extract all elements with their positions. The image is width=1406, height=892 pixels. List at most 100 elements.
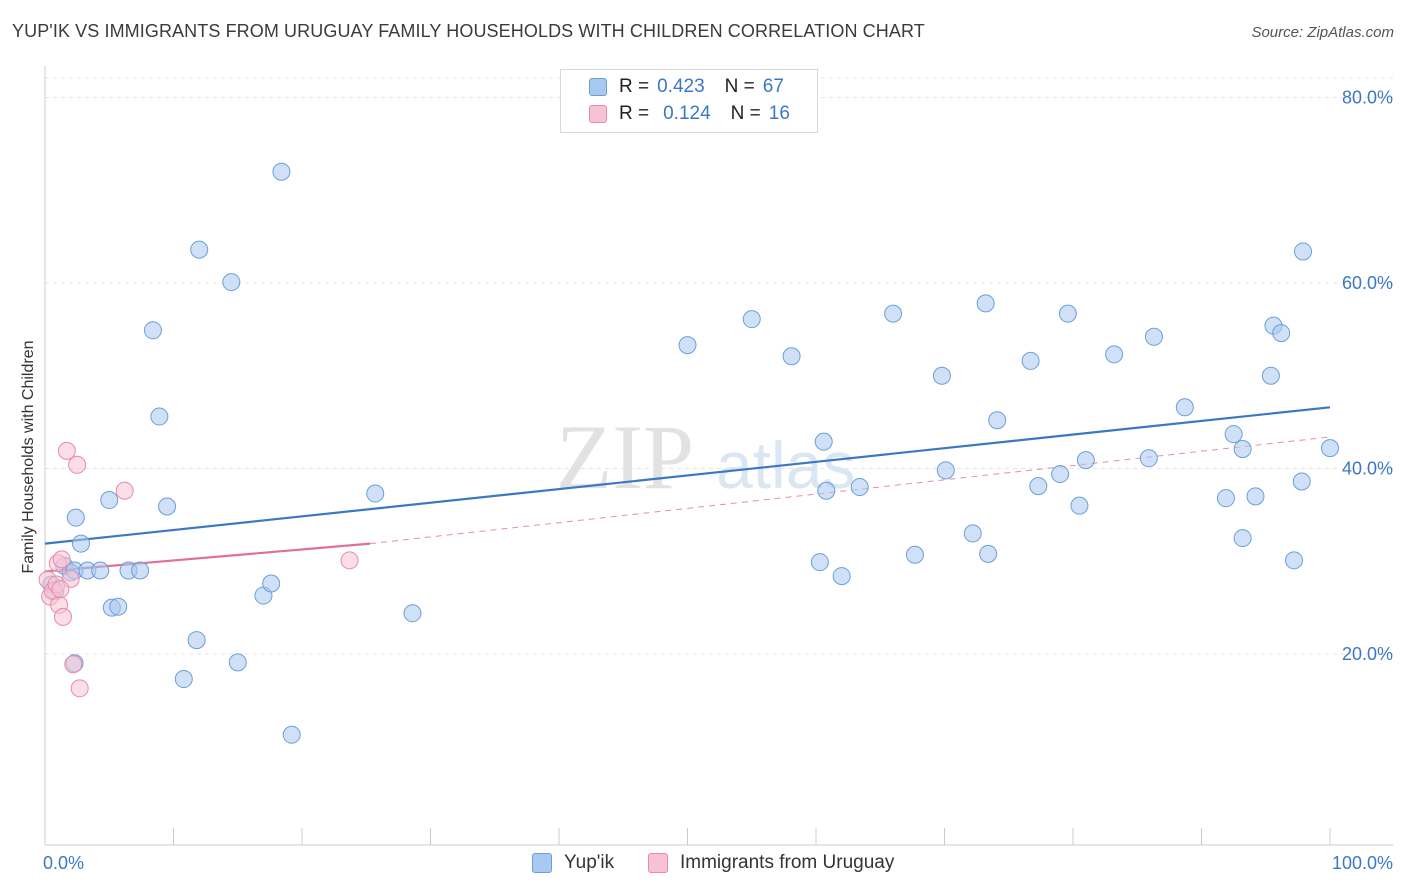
gridlines [45,77,1393,655]
uruguay-legend-swatch [648,853,668,873]
yupik-point [1294,242,1313,261]
uruguay-point [51,580,70,599]
yupik-point [131,561,150,580]
yupik-point [272,162,291,181]
yupik-point [187,631,206,650]
yupik-point [1076,451,1095,470]
uruguay-point [52,550,71,569]
axes [44,66,1393,846]
legend-label: Immigrants from Uruguay [680,852,895,873]
yupik-legend-swatch [532,853,552,873]
yupik-point [884,304,903,323]
yupik-point [1051,465,1070,484]
yupik-point [1261,366,1280,385]
yupik-point [71,534,90,553]
n-value: 16 [768,103,790,124]
yupik-point [91,561,110,580]
uruguay-swatch [589,105,607,123]
legend-label: Yup'ik [564,852,615,873]
yupik-point [143,321,162,340]
yupik-point [1321,439,1339,458]
yupik-point [1216,489,1235,508]
y-tick-label: 40.0% [1342,459,1393,479]
yupik-point [742,310,761,329]
yupik-point [1285,551,1304,570]
y-tick-label: 20.0% [1342,644,1393,664]
yupik-point [782,347,801,366]
yupik-point [1292,472,1311,491]
y-tick-label: 60.0% [1342,273,1393,293]
yupik-point [1175,398,1194,417]
uruguay-point [115,481,134,500]
stats-row-yupik: R = 0.423 N = 67 [561,74,784,100]
uruguay-trend-dashed [370,436,1331,545]
source-label: Source: ZipAtlas.com [1251,24,1394,41]
yupik-point [190,240,209,259]
chart-title: YUP'IK VS IMMIGRANTS FROM URUGUAY FAMILY… [12,21,925,41]
yupik-point [814,432,833,451]
stats-legend: R = 0.423 N = 67 R = 0.124 N = 16 [560,69,818,133]
legend-item-uruguay[interactable]: Immigrants from Uruguay [648,852,894,874]
yupik-point [832,567,851,586]
uruguay-point [70,679,89,698]
yupik-point [988,411,1007,430]
yupik-point [1246,487,1265,506]
series-legend: Yup'ik Immigrants from Uruguay [0,852,1406,878]
yupik-point [228,653,247,672]
yupik-point [66,508,85,527]
yupik-point [1233,440,1252,459]
uruguay-point [340,551,359,570]
yupik-point [158,497,177,516]
n-label: N = [730,103,761,124]
yupik-point [1058,304,1077,323]
yupik-point [905,545,924,564]
yupik-point [850,478,869,497]
stats-row-uruguay: R = 0.124 N = 16 [561,101,790,127]
uruguay-point [53,607,72,626]
yupik-point [932,366,951,385]
yupik-point [282,725,301,744]
yupik-point [1144,327,1163,346]
yupik-point [222,273,241,292]
yupik-point [150,407,169,426]
yupik-trend-line [44,406,1331,545]
uruguay-point [64,655,83,674]
yupik-point [817,481,836,500]
r-label: R = [619,76,650,97]
uruguay-point [68,455,87,474]
yupik-point [1224,425,1243,444]
yupik-point [678,336,697,355]
legend-item-yupik[interactable]: Yup'ik [532,852,614,874]
yupik-point [976,294,995,313]
watermark-zip: ZIP [556,406,694,508]
yupik-point [1272,324,1291,343]
r-value: 0.423 [657,76,705,97]
yupik-point [109,597,128,616]
yupik-point [1105,345,1124,364]
data-points [38,162,1339,744]
n-value: 67 [762,76,784,97]
yupik-point [366,484,385,503]
y-axis-label: Family Households with Children [20,341,37,574]
uruguay-point [57,441,76,460]
yupik-point [100,491,119,510]
yupik-point [1233,529,1252,548]
yupik-point [1021,351,1040,370]
yupik-point [1029,477,1048,496]
yupik-point [1139,449,1158,468]
yupik-point [810,553,829,572]
yupik-point [979,544,998,563]
yupik-point [963,524,982,543]
x-tick-label-min: 0.0% [43,853,84,873]
yupik-swatch [589,78,607,96]
yupik-point [1070,496,1089,515]
yupik-point [936,461,955,480]
yupik-point [403,604,422,623]
yupik-point [262,574,281,593]
r-label: R = [619,103,650,124]
y-tick-label: 80.0% [1342,88,1393,108]
tick-labels: 20.0% 40.0% 60.0% 80.0% 0.0% 100.0% [43,88,1393,874]
watermark: ZIP atlas [556,406,855,508]
r-value: 0.124 [663,103,711,124]
